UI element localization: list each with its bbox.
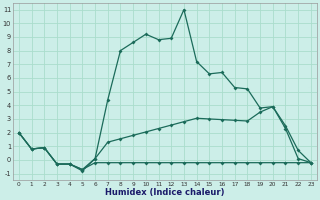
X-axis label: Humidex (Indice chaleur): Humidex (Indice chaleur) [105,188,225,197]
